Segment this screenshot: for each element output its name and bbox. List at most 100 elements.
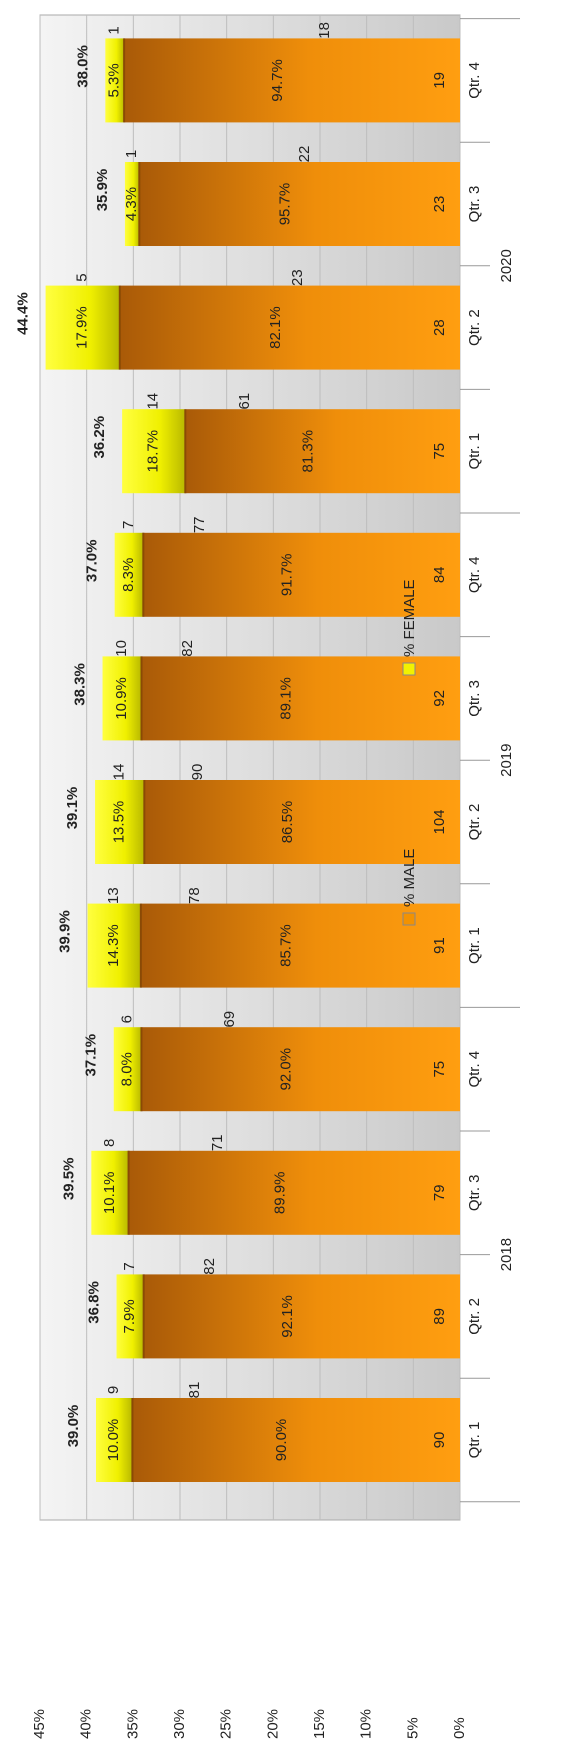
total-label: 37.1% (83, 1034, 100, 1077)
female-count: 10 (113, 640, 130, 657)
female-label: 10.0% (105, 1419, 122, 1462)
total-label: 39.9% (57, 910, 74, 953)
other-count: 82 (179, 640, 196, 657)
male-count: 28 (431, 319, 448, 336)
female-label: 7.9% (121, 1299, 138, 1333)
y-tick-label: 15% (311, 1709, 328, 1739)
male-label: 86.5% (279, 801, 296, 844)
plot: 0% 5% 10% 15% 20% 25% 30% 35% 40% 45% 2018 2019 2020… (15, 14, 520, 1739)
female-count: 6 (119, 1015, 136, 1023)
bar-male (124, 38, 460, 123)
male-label: 89.1% (278, 677, 295, 720)
total-label: 44.4% (15, 292, 32, 335)
other-count: 77 (191, 516, 208, 533)
female-label: 10.9% (113, 677, 130, 720)
x-tick-label: Qtr. 3 (466, 1174, 483, 1211)
total-label: 36.8% (86, 1281, 103, 1324)
bar-female (122, 409, 186, 494)
female-label: 8.3% (120, 558, 137, 592)
male-count: 79 (431, 1184, 448, 1201)
bar-male (141, 656, 460, 741)
legend-swatch (402, 662, 416, 676)
male-count: 23 (431, 196, 448, 213)
y-tick-label: 20% (264, 1709, 281, 1739)
bar-female (124, 162, 140, 246)
female-label: 13.5% (111, 801, 128, 844)
male-label: 94.7% (269, 59, 286, 102)
x-tick-label: Qtr. 4 (466, 62, 483, 99)
legend-label: % MALE (401, 849, 418, 907)
total-label: 36.2% (91, 416, 108, 459)
male-count: 92 (431, 690, 448, 707)
bar-female (91, 1150, 129, 1235)
y-tick-label: 35% (124, 1709, 141, 1739)
x-tick-label: Qtr. 4 (466, 1051, 483, 1088)
male-label: 82.1% (267, 306, 284, 349)
x-tick-label: Qtr. 1 (466, 1422, 483, 1459)
x-tick-label: Qtr. 2 (466, 309, 483, 346)
y-tick-label: 30% (171, 1709, 188, 1739)
bar-female (96, 1398, 133, 1482)
female-count: 14 (145, 393, 162, 410)
other-count: 82 (201, 1258, 218, 1275)
other-count: 69 (221, 1011, 238, 1028)
total-label: 39.1% (64, 787, 81, 830)
female-label: 14.3% (105, 924, 122, 967)
female-label: 8.0% (119, 1052, 136, 1086)
y-tick-label: 10% (358, 1709, 375, 1739)
bar-female (102, 656, 142, 741)
bar-male (144, 780, 460, 864)
female-count: 5 (74, 273, 91, 281)
male-count: 75 (431, 1061, 448, 1078)
y-tick-label: 45% (31, 1709, 48, 1739)
female-label: 17.9% (74, 306, 91, 349)
y-tick-label: 5% (404, 1717, 421, 1739)
x-tick-label: Qtr. 2 (466, 1298, 483, 1335)
female-count: 8 (101, 1139, 118, 1147)
female-label: 4.3% (123, 187, 140, 221)
female-label: 5.3% (106, 63, 123, 97)
male-label: 92.0% (278, 1048, 295, 1091)
male-label: 89.9% (271, 1172, 288, 1215)
bar-female (116, 1274, 144, 1359)
female-label: 18.7% (145, 430, 162, 473)
female-count: 9 (105, 1386, 122, 1394)
male-label: 85.7% (277, 924, 294, 967)
total-label: 39.0% (65, 1405, 82, 1448)
bar-female (95, 780, 145, 864)
other-count: 71 (209, 1134, 226, 1151)
male-label: 91.7% (279, 554, 296, 597)
female-count: 13 (105, 887, 122, 904)
total-label: 39.5% (60, 1158, 77, 1201)
legend-swatch (402, 912, 416, 926)
bar-female (114, 532, 144, 617)
female-label: 10.1% (101, 1172, 118, 1215)
female-count: 1 (123, 150, 140, 158)
other-count: 61 (236, 393, 253, 410)
female-count: 7 (120, 521, 137, 529)
male-count: 19 (431, 72, 448, 89)
y-tick-label: 0% (451, 1717, 468, 1739)
bar-male (119, 285, 461, 370)
female-count: 1 (106, 26, 123, 34)
group-label: 2018 (498, 1238, 515, 1271)
male-count: 84 (431, 566, 448, 583)
bar-male (140, 903, 460, 988)
bar-female (87, 903, 141, 988)
x-tick-label: Qtr. 3 (466, 186, 483, 223)
x-tick-label: Qtr. 1 (466, 433, 483, 470)
male-label: 92.1% (279, 1295, 296, 1338)
y-tick-label: 25% (218, 1709, 235, 1739)
bar-male (141, 1027, 460, 1112)
bar-male (139, 162, 461, 246)
bar-male (185, 409, 461, 494)
group-label: 2019 (498, 744, 515, 777)
male-label: 95.7% (277, 183, 294, 226)
bar-female (113, 1027, 142, 1112)
bar-male (143, 1274, 460, 1359)
total-label: 38.3% (72, 663, 89, 706)
x-tick-label: Qtr. 3 (466, 680, 483, 717)
male-count: 89 (431, 1308, 448, 1325)
other-count: 81 (186, 1382, 203, 1399)
male-count: 75 (431, 443, 448, 460)
